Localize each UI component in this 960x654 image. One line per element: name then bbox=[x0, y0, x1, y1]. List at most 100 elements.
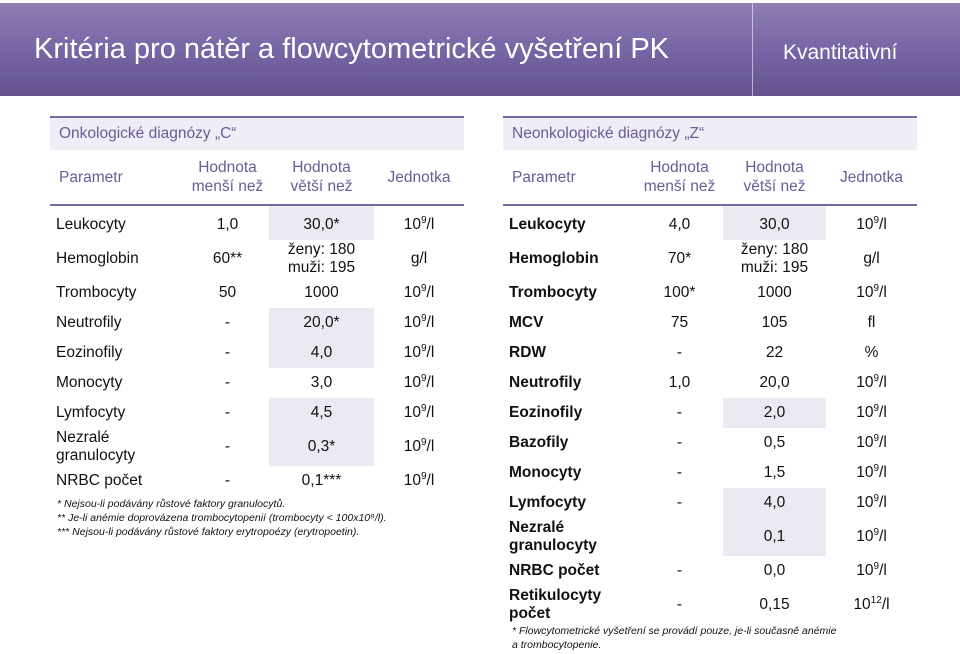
min-value: - bbox=[676, 344, 683, 361]
max-value: 1,5 bbox=[763, 464, 786, 481]
unit: 1012/l bbox=[853, 594, 890, 613]
footnote: ** Je-li anémie doprovázena trombocytope… bbox=[57, 512, 387, 524]
table-row: Retikulocyty počet - 0,15 1012/l bbox=[503, 586, 917, 624]
min-value: - bbox=[224, 314, 231, 331]
param-name: Hemoglobin bbox=[56, 250, 139, 267]
min-value: - bbox=[676, 434, 683, 451]
param-name: Nezralé granulocyty bbox=[509, 519, 597, 554]
param-name: NRBC počet bbox=[56, 472, 143, 489]
unit: 109/l bbox=[856, 214, 887, 233]
min-value: - bbox=[676, 596, 683, 613]
table-row: MCV 75 105 fl bbox=[503, 308, 917, 338]
col-header-min: Hodnota menší než bbox=[186, 150, 269, 206]
param-name: Lymfocyty bbox=[509, 494, 586, 511]
max-value: 105 bbox=[761, 314, 788, 331]
max-value: 0,0 bbox=[763, 562, 786, 579]
max-value: 4,5 bbox=[269, 398, 374, 428]
min-value: - bbox=[224, 344, 231, 361]
max-value: 0,5 bbox=[763, 434, 786, 451]
max-value: 3,0 bbox=[310, 374, 333, 391]
min-value: - bbox=[224, 374, 231, 391]
panel-title: Neonkologické diagnózy „Z“ bbox=[503, 116, 917, 150]
unit: % bbox=[864, 344, 879, 361]
max-value: 4,0 bbox=[723, 488, 826, 518]
max-value: 30,0* bbox=[269, 205, 374, 240]
unit: 109/l bbox=[403, 312, 435, 331]
param-name: Retikulocyty počet bbox=[509, 587, 602, 622]
category-badge: Kvantitativní bbox=[783, 41, 898, 64]
min-value: 1,0 bbox=[668, 374, 691, 391]
max-value: 0,1*** bbox=[301, 472, 342, 489]
table-row: Nezralé granulocyty 0,1 109/l bbox=[503, 518, 917, 556]
param-name: Neutrofily bbox=[509, 374, 582, 391]
table-row: Eozinofily - 2,0 109/l bbox=[503, 398, 917, 428]
param-name: Eozinofily bbox=[509, 404, 583, 421]
min-value: - bbox=[224, 438, 231, 455]
param-name: Trombocyty bbox=[509, 284, 597, 301]
max-value: 2,0 bbox=[723, 398, 826, 428]
max-value: ženy: 180 muži: 195 bbox=[740, 241, 809, 276]
non-oncology-panel: Neonkologické diagnózy „Z“ Parametr Hodn… bbox=[503, 116, 917, 624]
max-value: 1000 bbox=[304, 284, 339, 301]
param-name: RDW bbox=[509, 344, 547, 361]
max-value: 20,0* bbox=[269, 308, 374, 338]
param-name: Eozinofily bbox=[56, 344, 123, 361]
unit: 109/l bbox=[856, 402, 887, 421]
unit: 109/l bbox=[403, 372, 435, 391]
table-row: Neutrofily 1,0 20,0 109/l bbox=[503, 368, 917, 398]
table-row: Trombocyty 50 1000 109/l bbox=[50, 278, 464, 308]
max-value: 0,15 bbox=[759, 596, 790, 613]
unit: 109/l bbox=[856, 526, 887, 545]
footnotes-right: * Flowcytometrické vyšetření se provádí … bbox=[512, 624, 942, 652]
unit: 109/l bbox=[856, 282, 887, 301]
min-value: 50 bbox=[218, 284, 237, 301]
col-header-param: Parametr bbox=[50, 150, 186, 206]
table-row: NRBC počet - 0,1*** 109/l bbox=[50, 466, 464, 496]
unit: g/l bbox=[410, 250, 428, 267]
unit: 109/l bbox=[403, 282, 435, 301]
unit: fl bbox=[867, 314, 876, 331]
param-name: Hemoglobin bbox=[509, 250, 599, 267]
slide-title: Kritéria pro nátěr a flowcytometrické vy… bbox=[34, 33, 670, 65]
param-name: Monocyty bbox=[56, 374, 123, 391]
table-header-row: Parametr Hodnota menší než Hodnota větší n… bbox=[50, 150, 464, 206]
min-value: - bbox=[676, 562, 683, 579]
min-value: 70* bbox=[667, 250, 692, 267]
table-row: Nezralé granulocyty - 0,3* 109/l bbox=[50, 428, 464, 466]
unit: 109/l bbox=[856, 462, 887, 481]
param-name: Trombocyty bbox=[56, 284, 137, 301]
table-row: Lymfocyty - 4,5 109/l bbox=[50, 398, 464, 428]
min-value: - bbox=[676, 404, 683, 421]
param-name: Leukocyty bbox=[56, 216, 126, 233]
max-value: 20,0 bbox=[759, 374, 790, 391]
min-value bbox=[636, 518, 723, 556]
table-row: Eozinofily - 4,0 109/l bbox=[50, 338, 464, 368]
min-value: 75 bbox=[670, 314, 689, 331]
min-value: 4,0 bbox=[668, 216, 691, 233]
param-name: Bazofily bbox=[509, 434, 569, 451]
table-header-row: Parametr Hodnota menší než Hodnota větší n… bbox=[503, 150, 917, 206]
unit: 109/l bbox=[403, 214, 435, 233]
footnote: a trombocytopenie. bbox=[512, 639, 602, 651]
col-header-param: Parametr bbox=[503, 150, 636, 206]
unit: 109/l bbox=[403, 402, 435, 421]
col-header-unit: Jednotka bbox=[374, 150, 464, 206]
min-value: 1,0 bbox=[216, 216, 239, 233]
unit: 109/l bbox=[403, 342, 435, 361]
table-row: Hemoglobin 60** ženy: 180 muži: 195 g/l bbox=[50, 240, 464, 278]
max-value: 0,1 bbox=[723, 518, 826, 556]
table-row: NRBC počet - 0,0 109/l bbox=[503, 556, 917, 586]
param-name: Leukocyty bbox=[509, 216, 586, 233]
table-row: Neutrofily - 20,0* 109/l bbox=[50, 308, 464, 338]
unit: 109/l bbox=[856, 560, 887, 579]
criteria-table: Parametr Hodnota menší než Hodnota větší n… bbox=[50, 150, 464, 496]
param-name: NRBC počet bbox=[509, 562, 600, 579]
unit: g/l bbox=[863, 250, 880, 267]
panel-title: Onkologické diagnózy „C“ bbox=[50, 116, 464, 150]
min-value: - bbox=[224, 472, 231, 489]
max-value: 30,0 bbox=[723, 205, 826, 240]
table-row: Lymfocyty - 4,0 109/l bbox=[503, 488, 917, 518]
table-row: RDW - 22 % bbox=[503, 338, 917, 368]
col-header-max: Hodnota větší než bbox=[723, 150, 826, 206]
min-value: - bbox=[676, 494, 683, 511]
